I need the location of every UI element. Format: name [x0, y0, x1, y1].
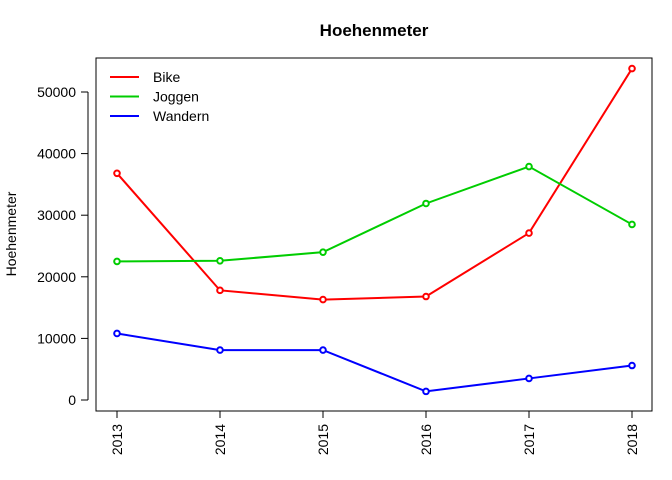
y-axis-label: Hoehenmeter	[3, 191, 19, 276]
y-tick-label: 0	[68, 392, 76, 408]
x-tick-label: 2017	[521, 424, 537, 455]
legend-label-joggen: Joggen	[153, 89, 199, 105]
data-point-joggen	[423, 201, 429, 207]
series-joggen	[114, 164, 635, 264]
series-line-wandern	[117, 333, 632, 391]
data-point-bike	[217, 288, 223, 294]
x-axis: 2013 2014 2015 2016 2017 2018	[109, 411, 640, 455]
data-point-joggen	[114, 259, 120, 265]
series-wandern	[114, 331, 635, 395]
legend-label-bike: Bike	[153, 69, 180, 85]
data-point-bike	[526, 230, 532, 236]
x-tick-label: 2016	[418, 424, 434, 455]
legend-item-wandern: Wandern	[110, 108, 209, 124]
legend-item-bike: Bike	[110, 69, 180, 85]
x-tick-label: 2014	[212, 424, 228, 455]
data-point-wandern	[629, 363, 635, 369]
y-tick-label: 30000	[37, 207, 76, 223]
legend-item-joggen: Joggen	[110, 89, 199, 105]
x-tick-label: 2015	[315, 424, 331, 455]
y-tick-label: 20000	[37, 269, 76, 285]
data-point-wandern	[423, 389, 429, 395]
data-point-bike	[423, 294, 429, 300]
data-point-wandern	[217, 347, 223, 353]
data-point-joggen	[217, 258, 223, 264]
chart-title: Hoehenmeter	[320, 21, 429, 40]
y-tick-label: 50000	[37, 84, 76, 100]
data-point-wandern	[114, 331, 120, 337]
data-point-wandern	[526, 376, 532, 382]
legend-label-wandern: Wandern	[153, 108, 209, 124]
y-tick-label: 40000	[37, 146, 76, 162]
data-point-bike	[629, 66, 635, 72]
series-line-joggen	[117, 167, 632, 262]
x-tick-label: 2013	[109, 424, 125, 455]
data-point-joggen	[526, 164, 532, 170]
data-point-bike	[114, 171, 120, 177]
data-point-bike	[320, 297, 326, 303]
y-axis: 0 10000 20000 30000 40000 50000	[37, 84, 88, 408]
data-point-wandern	[320, 347, 326, 353]
data-point-joggen	[629, 222, 635, 228]
y-tick-label: 10000	[37, 330, 76, 346]
x-tick-label: 2018	[624, 424, 640, 455]
data-point-joggen	[320, 249, 326, 255]
legend: Bike Joggen Wandern	[110, 69, 209, 124]
